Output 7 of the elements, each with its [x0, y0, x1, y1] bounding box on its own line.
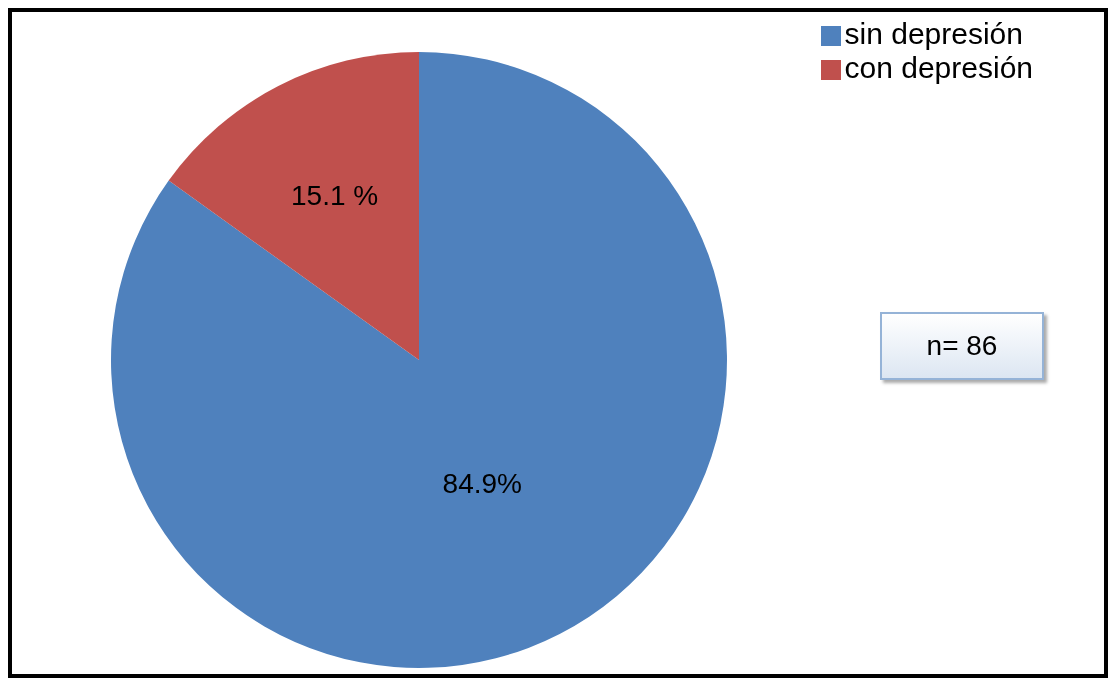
data-label: 84.9%: [442, 467, 523, 499]
pie-slice: [168, 52, 419, 360]
text: n= 86: [880, 312, 1044, 380]
pie-slice: [111, 52, 727, 668]
data-label: 15.1 %: [291, 180, 379, 212]
legend-label: con depresión: [844, 51, 1033, 84]
legend-label: sin depresión: [844, 17, 1023, 50]
